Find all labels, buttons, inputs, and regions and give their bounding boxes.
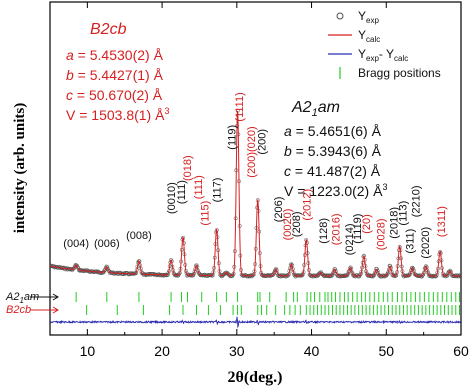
peak-label: (008) — [126, 230, 152, 242]
peak-label: (200) — [257, 129, 269, 155]
peak-label: (117) — [212, 178, 224, 203]
peak-label: (128) — [318, 218, 330, 244]
peak-label: (1119) — [352, 214, 364, 244]
tick-row-arrow-b2cb — [30, 306, 59, 314]
x-axis-ticks: 10 20 30 40 50 60 — [49, 2, 469, 359]
peak-label: (2016) — [331, 214, 343, 246]
lattice-parameter-line: a = 5.4651(6) Å — [284, 123, 382, 139]
peak-label: (0028) — [375, 219, 387, 251]
observed-point — [191, 271, 196, 276]
x-tick-label: 60 — [453, 343, 469, 359]
peak-label: (208) — [291, 211, 303, 237]
peak-label: (20) — [361, 214, 373, 234]
peak-label: (0020) — [282, 209, 294, 241]
lattice-parameter-line: b = 5.3943(6) Å — [284, 143, 382, 159]
peak-label: (006) — [94, 238, 120, 250]
tick-row-arrow-a21am — [30, 293, 59, 301]
tick-row-label-a21am: A21am — [5, 291, 39, 305]
observed-point — [247, 274, 252, 279]
x-tick-label: 30 — [229, 343, 245, 359]
x-tick-label: 50 — [378, 343, 394, 359]
observed-point — [424, 264, 428, 269]
observed-point — [448, 268, 453, 273]
peak-label: (018) — [182, 155, 194, 181]
observed-point — [333, 267, 338, 272]
phase-b2cb-info: B2cb a = 5.4530(2) Å b = 5.4427(1) Å c = 5… — [66, 21, 169, 123]
lattice-parameter-line: c = 50.670(2) Å — [66, 87, 163, 103]
peak-label: (0214) — [344, 224, 356, 256]
peak-label: (113) — [398, 201, 410, 226]
peak-label: (0010) — [166, 182, 178, 214]
x-tick-label: 20 — [154, 343, 170, 359]
peak-label: (1111) — [234, 92, 246, 121]
observed-point — [421, 272, 426, 277]
peak-label: (311) — [404, 229, 416, 254]
calculated-profile-line — [50, 110, 461, 277]
phase-a21am-name: A21am — [291, 99, 340, 119]
bragg-ticks-a21am — [75, 292, 461, 302]
legend: Yexp Ycalc Yexp- Ycalc Bragg positions — [328, 9, 441, 80]
peak-label: (119) — [227, 125, 239, 150]
legend-entry-label: Ycalc — [358, 28, 380, 44]
observed-point — [332, 267, 337, 271]
observed-point — [104, 264, 109, 269]
legend-entry-label: Yexp — [358, 9, 379, 25]
observed-point — [111, 271, 116, 276]
y-axis-label: intensity (arb. units) — [12, 103, 28, 233]
peak-label: (206) — [273, 197, 285, 223]
observed-point — [365, 273, 370, 277]
phase-b2cb-name: B2cb — [90, 21, 127, 38]
peak-label: (004) — [63, 238, 89, 250]
lattice-parameter-line: c = 41.487(2) Å — [284, 163, 381, 179]
observed-point — [75, 265, 80, 269]
lattice-parameter-line: b = 5.4427(1) Å — [66, 67, 164, 83]
bragg-ticks-b2cb — [86, 305, 461, 315]
observed-point — [177, 271, 182, 276]
peak-labels: (004) (006)(008)(0010)(111)(018)(111)(115… — [63, 92, 447, 258]
phase-a21am-info: A21am a = 5.4651(6) Å b = 5.3943(6) Å c = … — [284, 99, 387, 199]
difference-curve-line — [50, 316, 461, 329]
observed-point — [407, 272, 412, 277]
lattice-parameter-line: V = 1503.8(1) Å3 — [66, 106, 169, 123]
legend-observed-marker — [336, 12, 344, 20]
legend-entry-label: Yexp- Ycalc — [358, 47, 408, 63]
observed-point — [71, 266, 76, 271]
legend-entry-label: Bragg positions — [358, 66, 441, 80]
observed-point — [251, 273, 256, 278]
peak-label: (115) — [200, 201, 212, 226]
tick-row-label-b2cb: B2cb — [6, 304, 31, 316]
observed-point — [374, 267, 379, 271]
peak-label: (2012) — [301, 189, 313, 221]
peak-label: (111) — [176, 180, 188, 204]
observed-point — [393, 274, 397, 279]
observed-point — [274, 266, 278, 271]
peak-label: (200)(020) — [246, 126, 258, 177]
observed-point — [105, 264, 110, 269]
peak-label: (2210) — [410, 186, 422, 218]
peak-label: (2020) — [420, 227, 432, 259]
x-tick-label: 10 — [80, 343, 96, 359]
observed-point — [172, 272, 177, 277]
lattice-parameter-line: a = 5.4530(2) Å — [66, 47, 164, 63]
peak-label: (2018) — [389, 207, 401, 239]
plot-frame — [49, 1, 462, 336]
observed-point — [249, 274, 254, 279]
observed-point — [447, 269, 452, 274]
peak-label: (1311) — [436, 206, 448, 237]
lattice-parameter-line: V = 1223.0(2) Å3 — [284, 182, 387, 199]
x-tick-label: 40 — [304, 343, 320, 359]
peak-label: (111) — [193, 175, 205, 199]
observed-point — [194, 263, 199, 268]
x-axis-label: 2θ(deg.) — [227, 369, 282, 386]
